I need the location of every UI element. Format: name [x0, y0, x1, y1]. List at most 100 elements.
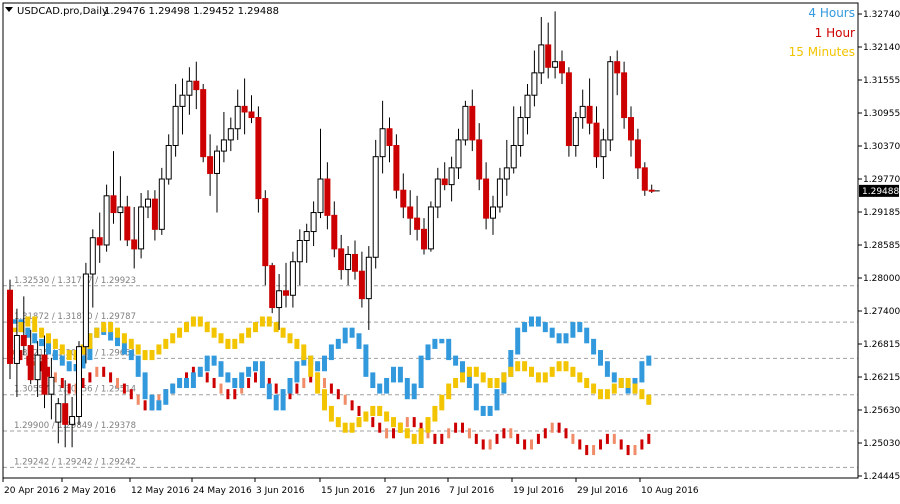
candle-body-bull: [379, 128, 386, 158]
candle-body-bull: [531, 72, 538, 96]
overlay-1h-bar: [226, 389, 230, 400]
overlay-15m-bar: [87, 333, 93, 349]
candle: [379, 100, 386, 174]
overlay-1h-bar: [205, 372, 209, 383]
overlay-1h-bar: [81, 377, 85, 389]
overlay-4h-bar: [232, 377, 238, 389]
candle-body-bull: [172, 105, 179, 146]
candle: [145, 190, 151, 219]
overlay-4h-bar: [425, 344, 431, 361]
overlay-15m-bar: [494, 377, 500, 389]
overlay-1h-bar: [523, 439, 527, 450]
candle: [69, 396, 76, 448]
overlay-15m-bar: [280, 327, 286, 338]
overlay-4h-bar: [80, 355, 86, 369]
overlay-1h-bar: [309, 372, 313, 383]
overlay-15m-bar: [197, 316, 203, 327]
overlay-15m-bar: [377, 405, 383, 416]
overlay-15m-bar: [363, 411, 369, 422]
overlay-15m-bar: [80, 344, 86, 355]
overlay-1h-bar: [433, 433, 437, 444]
candle: [338, 234, 345, 280]
overlay-1h-bar: [564, 428, 568, 439]
overlay-15m-bar: [473, 366, 479, 377]
candle: [289, 251, 296, 308]
candle: [496, 167, 503, 213]
overlay-4h-bar: [335, 338, 341, 349]
overlay-4h-bar: [52, 350, 58, 361]
overlay-1h-bar: [481, 439, 485, 450]
candle-body-bear: [545, 44, 552, 68]
candle: [593, 106, 600, 168]
candle-body-bull: [538, 44, 545, 74]
candle-body-bear: [407, 206, 414, 219]
overlay-4h-bar: [170, 383, 176, 394]
candle: [227, 117, 234, 152]
x-tick-label: 10 Aug 2016: [641, 486, 699, 496]
dropdown-triangle-icon[interactable]: [5, 7, 13, 12]
candle-body-bear: [565, 72, 572, 146]
overlay-1h-bar: [191, 366, 195, 377]
overlay-15m-bar: [584, 377, 590, 389]
candle: [303, 223, 310, 263]
candle-body-bear: [352, 253, 358, 272]
overlay-1h-bar: [185, 372, 188, 383]
overlay-1h-bar: [143, 400, 147, 411]
overlay-15m-bar: [59, 344, 65, 355]
candle: [372, 139, 379, 269]
overlay-15m-bar: [446, 383, 452, 400]
overlay-1h-bar: [447, 428, 451, 439]
overlay-4h-bar: [432, 338, 438, 349]
overlay-15m-bar: [563, 361, 569, 372]
candle: [131, 206, 138, 269]
candle-body-bull: [490, 206, 496, 219]
overlay-15m-bar: [94, 327, 100, 338]
overlay-15m-bar: [259, 316, 265, 327]
overlay-4h-bar: [356, 333, 362, 349]
overlay-15m-bar: [101, 322, 107, 333]
candle-body-bull: [345, 253, 352, 271]
candle-body-bull: [496, 178, 503, 208]
overlay-1h-bar: [440, 433, 444, 444]
candle: [89, 229, 96, 308]
candle: [400, 173, 407, 219]
candle-body-bear: [324, 178, 331, 216]
overlay-4h-bar: [646, 355, 652, 366]
overlay-15m-bar: [66, 350, 72, 361]
candle: [352, 240, 358, 280]
candle: [483, 162, 490, 230]
axes: 1.32740 1.32140 1.31555 1.30955 1.30370 1.297…: [2, 2, 900, 496]
overlay-4h-bar: [598, 350, 603, 366]
candle-body-bear: [614, 61, 621, 74]
overlay-4h-bar: [446, 338, 452, 361]
y-tick-label: 1.25030: [863, 439, 900, 449]
overlay-15m-bar: [556, 361, 562, 372]
candle-body-bear: [331, 214, 338, 250]
y-tick-label: 1.31555: [863, 76, 900, 86]
candle: [614, 50, 621, 96]
candle: [255, 106, 262, 213]
overlay-4h-bar: [301, 355, 307, 366]
candle: [634, 128, 641, 180]
candle: [41, 335, 48, 409]
overlay-15m-bar: [287, 333, 293, 344]
candle-body-bull: [220, 139, 227, 152]
candle: [559, 50, 565, 85]
overlay-15m-bar: [611, 383, 617, 394]
overlay-4h-bar: [315, 361, 321, 372]
overlay-1h-bar: [95, 366, 99, 377]
overlay-1h-bar: [536, 433, 540, 444]
candle-body-bull: [455, 139, 462, 169]
overlay-4h-bar: [204, 355, 210, 372]
candle: [103, 184, 110, 252]
overlay-4h-bar: [184, 377, 189, 389]
overlay-4h-bar: [397, 366, 403, 383]
tf-label-4-hours: 4 Hours: [808, 6, 855, 20]
overlay-4h-bar: [25, 327, 31, 338]
overlay-4h-bar: [501, 372, 507, 394]
candle: [124, 195, 131, 247]
candle: [427, 201, 434, 252]
overlay-15m-bar: [349, 422, 355, 433]
overlay-4h-bar: [604, 361, 610, 377]
